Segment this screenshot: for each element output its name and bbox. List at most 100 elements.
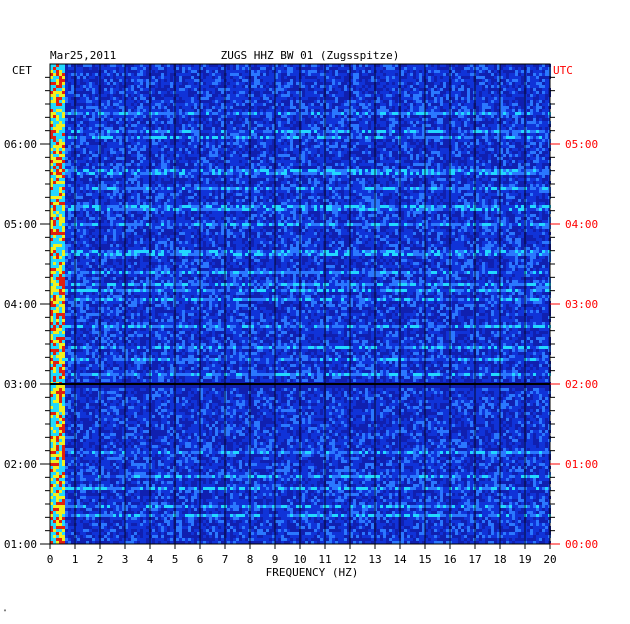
spectrogram-cell xyxy=(56,121,59,124)
spectrogram-cell xyxy=(212,106,215,109)
spectrogram-cell xyxy=(230,109,233,112)
spectrogram-cell xyxy=(368,82,371,85)
spectrogram-cell xyxy=(479,166,482,169)
spectrogram-cell xyxy=(68,112,71,115)
spectrogram-cell xyxy=(62,151,65,154)
spectrogram-cell xyxy=(317,115,320,118)
spectrogram-cell xyxy=(77,118,80,121)
spectrogram-cell xyxy=(359,181,362,184)
spectrogram-cell xyxy=(536,142,539,145)
spectrogram-cell xyxy=(509,187,512,190)
spectrogram-cell xyxy=(419,100,422,103)
spectrogram-cell xyxy=(188,139,191,142)
spectrogram-cell xyxy=(317,136,320,139)
spectrogram-cell xyxy=(164,94,167,97)
spectrogram-cell xyxy=(392,205,395,208)
spectrogram-cell xyxy=(284,124,287,127)
spectrogram-cell xyxy=(320,94,323,97)
spectrogram-cell xyxy=(212,115,215,118)
spectrogram-cell xyxy=(308,154,311,157)
spectrogram-cell xyxy=(59,196,62,199)
spectrogram-cell xyxy=(431,202,434,205)
spectrogram-cell xyxy=(515,88,518,91)
spectrogram-cell xyxy=(50,73,53,76)
spectrogram-cell xyxy=(56,205,59,208)
spectrogram-cell xyxy=(506,163,509,166)
spectrogram-cell xyxy=(419,142,422,145)
spectrogram-cell xyxy=(62,205,65,208)
spectrogram-cell xyxy=(62,103,65,106)
spectrogram-cell xyxy=(350,109,353,112)
spectrogram-cell xyxy=(542,118,545,121)
spectrogram-cell xyxy=(521,112,524,115)
spectrogram-cell xyxy=(104,136,107,139)
spectrogram-cell xyxy=(419,199,422,202)
spectrogram-cell xyxy=(71,190,74,193)
spectrogram-cell xyxy=(212,190,215,193)
spectrogram-cell xyxy=(494,169,497,172)
spectrogram-cell xyxy=(371,148,374,151)
spectrogram-cell xyxy=(137,163,140,166)
spectrogram-cell xyxy=(113,187,116,190)
spectrogram-cell xyxy=(344,88,347,91)
spectrogram-cell xyxy=(131,166,134,169)
spectrogram-cell xyxy=(347,109,350,112)
spectrogram-cell xyxy=(500,196,503,199)
spectrogram-cell xyxy=(458,151,461,154)
spectrogram-cell xyxy=(209,205,212,208)
spectrogram-cell xyxy=(269,118,272,121)
spectrogram-cell xyxy=(356,124,359,127)
spectrogram-cell xyxy=(386,166,389,169)
spectrogram-cell xyxy=(152,124,155,127)
spectrogram-cell xyxy=(290,154,293,157)
spectrogram-cell xyxy=(191,199,194,202)
spectrogram-cell xyxy=(137,79,140,82)
spectrogram-cell xyxy=(170,88,173,91)
spectrogram-cell xyxy=(212,178,215,181)
spectrogram-cell xyxy=(188,199,191,202)
spectrogram-cell xyxy=(386,82,389,85)
spectrogram-cell xyxy=(122,190,125,193)
spectrogram-cell xyxy=(329,172,332,175)
spectrogram-cell xyxy=(62,148,65,151)
spectrogram-cell xyxy=(89,91,92,94)
spectrogram-cell xyxy=(287,97,290,100)
spectrogram-cell xyxy=(353,67,356,70)
spectrogram-cell xyxy=(131,136,134,139)
spectrogram-cell xyxy=(107,76,110,79)
spectrogram-cell xyxy=(107,202,110,205)
spectrogram-cell xyxy=(53,142,56,145)
spectrogram-cell xyxy=(452,64,455,67)
spectrogram-cell xyxy=(482,157,485,160)
spectrogram-cell xyxy=(464,94,467,97)
spectrogram-cell xyxy=(152,181,155,184)
spectrogram-cell xyxy=(395,187,398,190)
spectrogram-cell xyxy=(254,181,257,184)
spectrogram-cell xyxy=(143,103,146,106)
spectrogram-cell xyxy=(350,67,353,70)
spectrogram-cell xyxy=(338,133,341,136)
spectrogram-cell xyxy=(125,193,128,196)
spectrogram-cell xyxy=(293,85,296,88)
spectrogram-cell xyxy=(110,169,113,172)
spectrogram-cell xyxy=(329,169,332,172)
spectrogram-cell xyxy=(236,178,239,181)
spectrogram-cell xyxy=(356,175,359,178)
spectrogram-cell xyxy=(515,106,518,109)
spectrogram-cell xyxy=(236,139,239,142)
spectrogram-cell xyxy=(56,196,59,199)
spectrogram-cell xyxy=(416,163,419,166)
spectrogram-cell xyxy=(503,151,506,154)
spectrogram-cell xyxy=(503,100,506,103)
spectrogram-cell xyxy=(365,97,368,100)
spectrogram-cell xyxy=(422,202,425,205)
spectrogram-cell xyxy=(101,139,104,142)
spectrogram-cell xyxy=(530,115,533,118)
spectrogram-cell xyxy=(218,172,221,175)
spectrogram-cell xyxy=(83,73,86,76)
spectrogram-cell xyxy=(197,178,200,181)
spectrogram-cell xyxy=(242,103,245,106)
spectrogram-cell xyxy=(116,190,119,193)
spectrogram-cell xyxy=(368,124,371,127)
